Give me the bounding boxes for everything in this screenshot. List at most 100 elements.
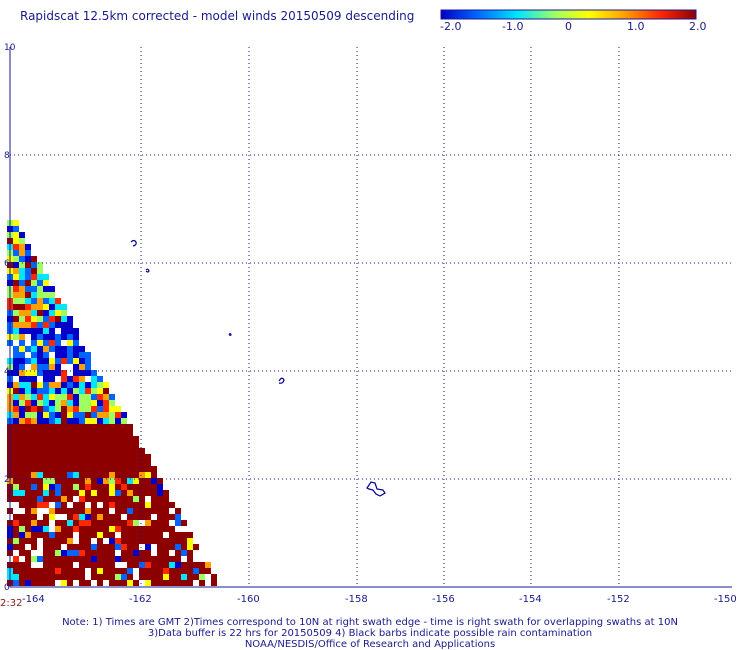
wind-cell (133, 466, 139, 472)
wind-cell (25, 376, 31, 382)
wind-cell (97, 574, 103, 580)
wind-cell (85, 526, 91, 532)
wind-cell (127, 454, 133, 460)
wind-cell (67, 442, 73, 448)
wind-cell (151, 538, 157, 544)
wind-cell (103, 400, 109, 406)
wind-cell (205, 580, 211, 586)
wind-cell (145, 502, 151, 508)
wind-cell (37, 406, 43, 412)
wind-cell (43, 472, 49, 478)
wind-cell (31, 484, 37, 490)
wind-cell (13, 460, 19, 466)
wind-cell (55, 304, 61, 310)
wind-cell (103, 562, 109, 568)
wind-cell (103, 412, 109, 418)
wind-cell (13, 388, 19, 394)
wind-cell (79, 562, 85, 568)
wind-cell (55, 430, 61, 436)
wind-cell (73, 400, 79, 406)
wind-cell (37, 346, 43, 352)
wind-cell (67, 436, 73, 442)
wind-cell (85, 568, 91, 574)
wind-cell (85, 496, 91, 502)
wind-cell (169, 538, 175, 544)
wind-cell (67, 478, 73, 484)
wind-cell (157, 532, 163, 538)
wind-cell (61, 562, 67, 568)
wind-cell (67, 502, 73, 508)
wind-cell (115, 460, 121, 466)
wind-cell (19, 472, 25, 478)
wind-cell (43, 574, 49, 580)
wind-cell (13, 538, 19, 544)
wind-cell (31, 286, 37, 292)
wind-cell (127, 544, 133, 550)
wind-cell (85, 574, 91, 580)
wind-cell (25, 508, 31, 514)
wind-cell (55, 514, 61, 520)
wind-cell (31, 466, 37, 472)
wind-cell (85, 382, 91, 388)
wind-cell (49, 418, 55, 424)
wind-cell (97, 484, 103, 490)
wind-cell (151, 514, 157, 520)
wind-cell (109, 490, 115, 496)
wind-cell (121, 460, 127, 466)
wind-cell (127, 496, 133, 502)
wind-cell (85, 364, 91, 370)
wind-cell (79, 412, 85, 418)
wind-cell (43, 532, 49, 538)
wind-cell (181, 544, 187, 550)
wind-cell (25, 262, 31, 268)
wind-cell (31, 280, 37, 286)
wind-cell (139, 454, 145, 460)
island-4 (278, 377, 285, 384)
wind-cell (79, 340, 85, 346)
wind-cell (73, 502, 79, 508)
longitude-labels: -164 -162 -160 -158 -156 -154 -152 -150 (22, 594, 737, 605)
wind-cell (61, 514, 67, 520)
wind-cell (43, 328, 49, 334)
wind-cell (139, 460, 145, 466)
wind-cell (73, 370, 79, 376)
wind-cell (37, 382, 43, 388)
wind-cell (175, 526, 181, 532)
wind-cell (97, 550, 103, 556)
wind-cell (31, 352, 37, 358)
wind-cell (79, 454, 85, 460)
wind-cell (97, 454, 103, 460)
wind-cell (55, 310, 61, 316)
wind-cell (61, 442, 67, 448)
wind-cell (37, 388, 43, 394)
wind-cell (25, 358, 31, 364)
wind-cell (61, 550, 67, 556)
wind-cell (85, 484, 91, 490)
wind-cell (19, 556, 25, 562)
wind-cell (19, 532, 25, 538)
wind-cell (91, 514, 97, 520)
wind-cell (121, 526, 127, 532)
wind-cell (19, 508, 25, 514)
wind-cell (13, 256, 19, 262)
wind-cell (19, 460, 25, 466)
wind-cell (139, 544, 145, 550)
wind-cell (103, 448, 109, 454)
wind-cell (25, 550, 31, 556)
wind-cell (151, 520, 157, 526)
wind-cell (67, 520, 73, 526)
wind-cell (31, 550, 37, 556)
wind-cell (43, 466, 49, 472)
wind-cell (37, 400, 43, 406)
wind-cell (37, 514, 43, 520)
wind-cell (181, 580, 187, 586)
wind-cell (181, 520, 187, 526)
wind-cell (43, 448, 49, 454)
wind-cell (175, 520, 181, 526)
wind-cell (49, 568, 55, 574)
wind-cell (181, 556, 187, 562)
wind-cell (49, 460, 55, 466)
wind-cell (127, 460, 133, 466)
wind-cell (91, 502, 97, 508)
wind-cell (13, 316, 19, 322)
